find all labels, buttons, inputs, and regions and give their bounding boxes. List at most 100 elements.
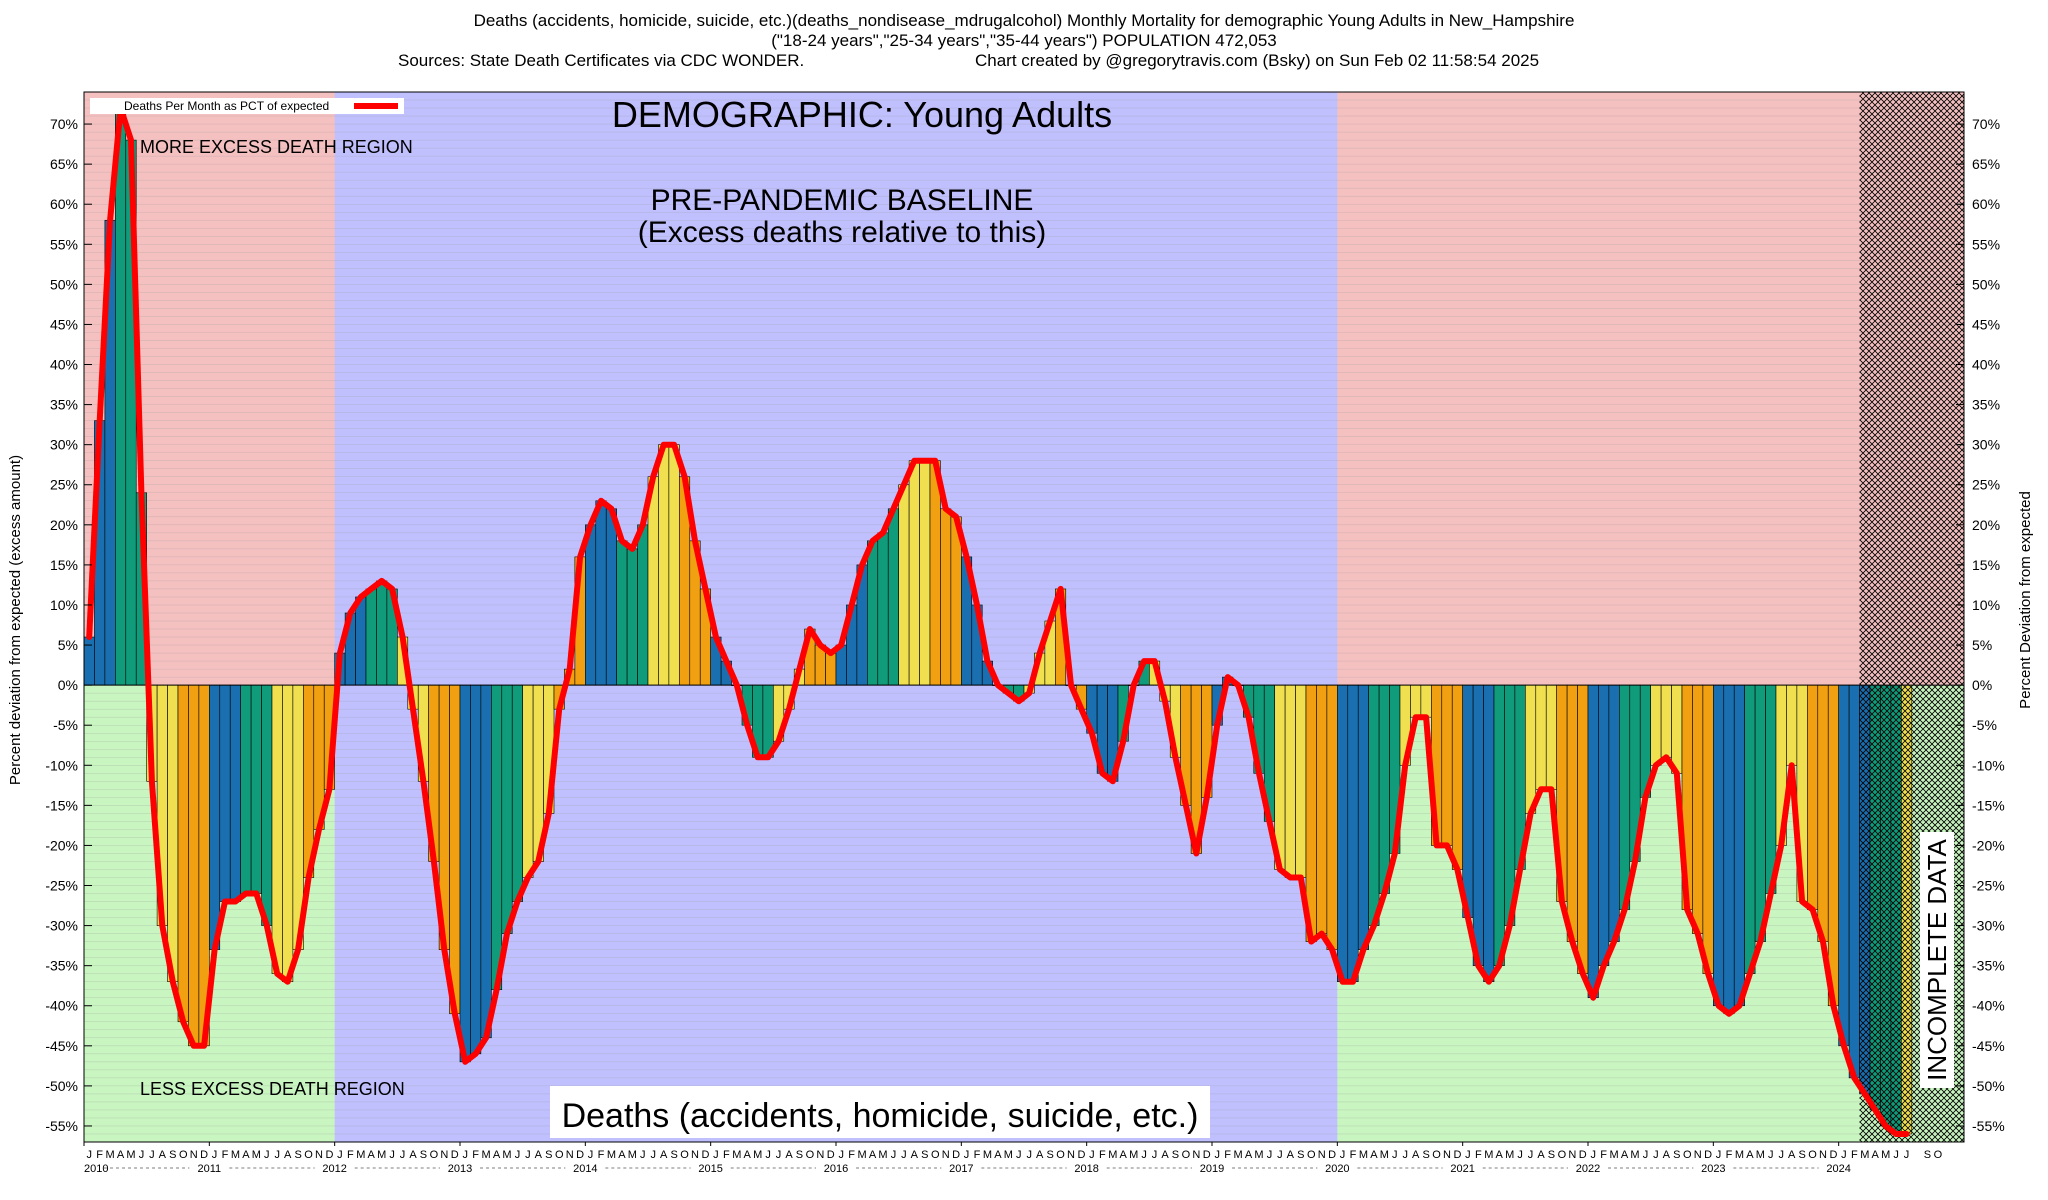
y-axis-label-left: Percent deviation from expected (excess … (7, 455, 24, 785)
x-month-label: J (1026, 1149, 1032, 1161)
bar (459, 684, 471, 1063)
x-month-label: M (858, 1149, 867, 1161)
bar (1483, 684, 1495, 982)
bar (1598, 684, 1610, 966)
y-tick-label-right: 60% (1972, 196, 2000, 212)
x-month-label: J (650, 1149, 656, 1161)
deaths-pct-line (86, 105, 1910, 1137)
x-month-label: D (451, 1149, 459, 1161)
y-tick-label-right: -35% (1972, 958, 2005, 974)
x-month-label: O (1182, 1149, 1191, 1161)
x-month-label: J (776, 1149, 782, 1161)
x-month-label: N (1819, 1149, 1827, 1161)
x-month-label: M (106, 1149, 115, 1161)
incomplete-label-background (1920, 832, 1954, 1088)
x-year-label: 2015 (698, 1163, 722, 1175)
x-month-label: N (190, 1149, 198, 1161)
bar (282, 684, 294, 982)
x-month-label: F (848, 1149, 855, 1161)
y-tick-label-left: -50% (45, 1078, 78, 1094)
bar (867, 540, 879, 686)
y-tick-label-left: 60% (50, 196, 78, 212)
bar (1650, 684, 1662, 766)
bar (1337, 684, 1349, 982)
bar (1441, 684, 1453, 846)
x-month-label: J (640, 1149, 646, 1161)
x-month-label: F (1600, 1149, 1607, 1161)
x-month-label: S (294, 1149, 301, 1161)
x-month-label: A (1161, 1149, 1169, 1161)
x-month-label: F (1350, 1149, 1357, 1161)
y-tick-label-left: 0% (58, 677, 78, 693)
y-tick-label-right: 40% (1972, 357, 2000, 373)
x-month-label: F (1475, 1149, 1482, 1161)
x-month-label: M (377, 1149, 386, 1161)
y-tick-label-left: -30% (45, 918, 78, 934)
x-month-label: M (1630, 1149, 1639, 1161)
bar (1744, 684, 1756, 974)
x-month-label: M (1108, 1149, 1117, 1161)
x-month-label: A (1788, 1149, 1796, 1161)
x-year-label: 2016 (824, 1163, 848, 1175)
bar (1608, 684, 1620, 942)
x-month-label: O (1808, 1149, 1817, 1161)
x-month-label: S (420, 1149, 427, 1161)
bar (115, 107, 127, 686)
x-month-label: A (1412, 1149, 1420, 1161)
bar (1713, 684, 1725, 1007)
y-tick-label-right: -5% (1972, 717, 1997, 733)
bar (1316, 684, 1328, 934)
x-month-label: S (921, 1149, 928, 1161)
x-month-label: J (149, 1149, 155, 1161)
x-month-label: J (264, 1149, 270, 1161)
x-month-label: N (1568, 1149, 1576, 1161)
x-month-label: A (994, 1149, 1002, 1161)
x-month-label: J (1465, 1149, 1471, 1161)
x-month-label: M (1234, 1149, 1243, 1161)
y-axis-left: -55% -50% -45% -40% -35% -30% -25% -20% -15% -10%… (45, 116, 92, 1134)
bar (1535, 684, 1547, 790)
x-month-label: J (1893, 1149, 1899, 1161)
y-tick-label-right: 25% (1972, 477, 2000, 493)
x-month-label: F (472, 1149, 479, 1161)
x-month-label: O (1558, 1149, 1567, 1161)
x-month-label: J (1402, 1149, 1408, 1161)
bar (1295, 684, 1307, 878)
y-tick-label-right: 15% (1972, 557, 2000, 573)
x-month-label: O (1934, 1149, 1943, 1161)
bar (877, 532, 889, 686)
bar (511, 684, 523, 902)
y-tick-label-left: 40% (50, 357, 78, 373)
x-month-label: A (1746, 1149, 1754, 1161)
x-month-label: J (1267, 1149, 1273, 1161)
bar (177, 684, 189, 1023)
bar (1284, 684, 1296, 878)
bar (1587, 684, 1599, 999)
y-tick-label-left: 25% (50, 477, 78, 493)
chart-title: DEMOGRAPHIC: Young Adults (612, 94, 1112, 135)
x-month-label: A (869, 1149, 877, 1161)
x-month-label: A (1245, 1149, 1253, 1161)
x-month-label: J (525, 1149, 531, 1161)
x-month-label: A (159, 1149, 167, 1161)
y-tick-label-right: -15% (1972, 797, 2005, 813)
bar (261, 684, 273, 926)
x-month-label: J (400, 1149, 406, 1161)
x-month-label: D (1829, 1149, 1837, 1161)
x-year-label: 2017 (949, 1163, 973, 1175)
bar (1326, 684, 1338, 950)
y-tick-label-left: -15% (45, 797, 78, 813)
bar (1368, 684, 1380, 926)
x-month-label: A (368, 1149, 376, 1161)
y-tick-label-left: -10% (45, 757, 78, 773)
x-month-label: M (1756, 1149, 1765, 1161)
x-month-label: F (1851, 1149, 1858, 1161)
x-year-label: 2019 (1200, 1163, 1224, 1175)
x-month-label: N (942, 1149, 950, 1161)
x-month-label: F (598, 1149, 605, 1161)
y-tick-label-right: -20% (1972, 837, 2005, 853)
x-year-label: 2022 (1576, 1163, 1600, 1175)
bar (940, 508, 952, 686)
y-tick-label-right: -10% (1972, 757, 2005, 773)
